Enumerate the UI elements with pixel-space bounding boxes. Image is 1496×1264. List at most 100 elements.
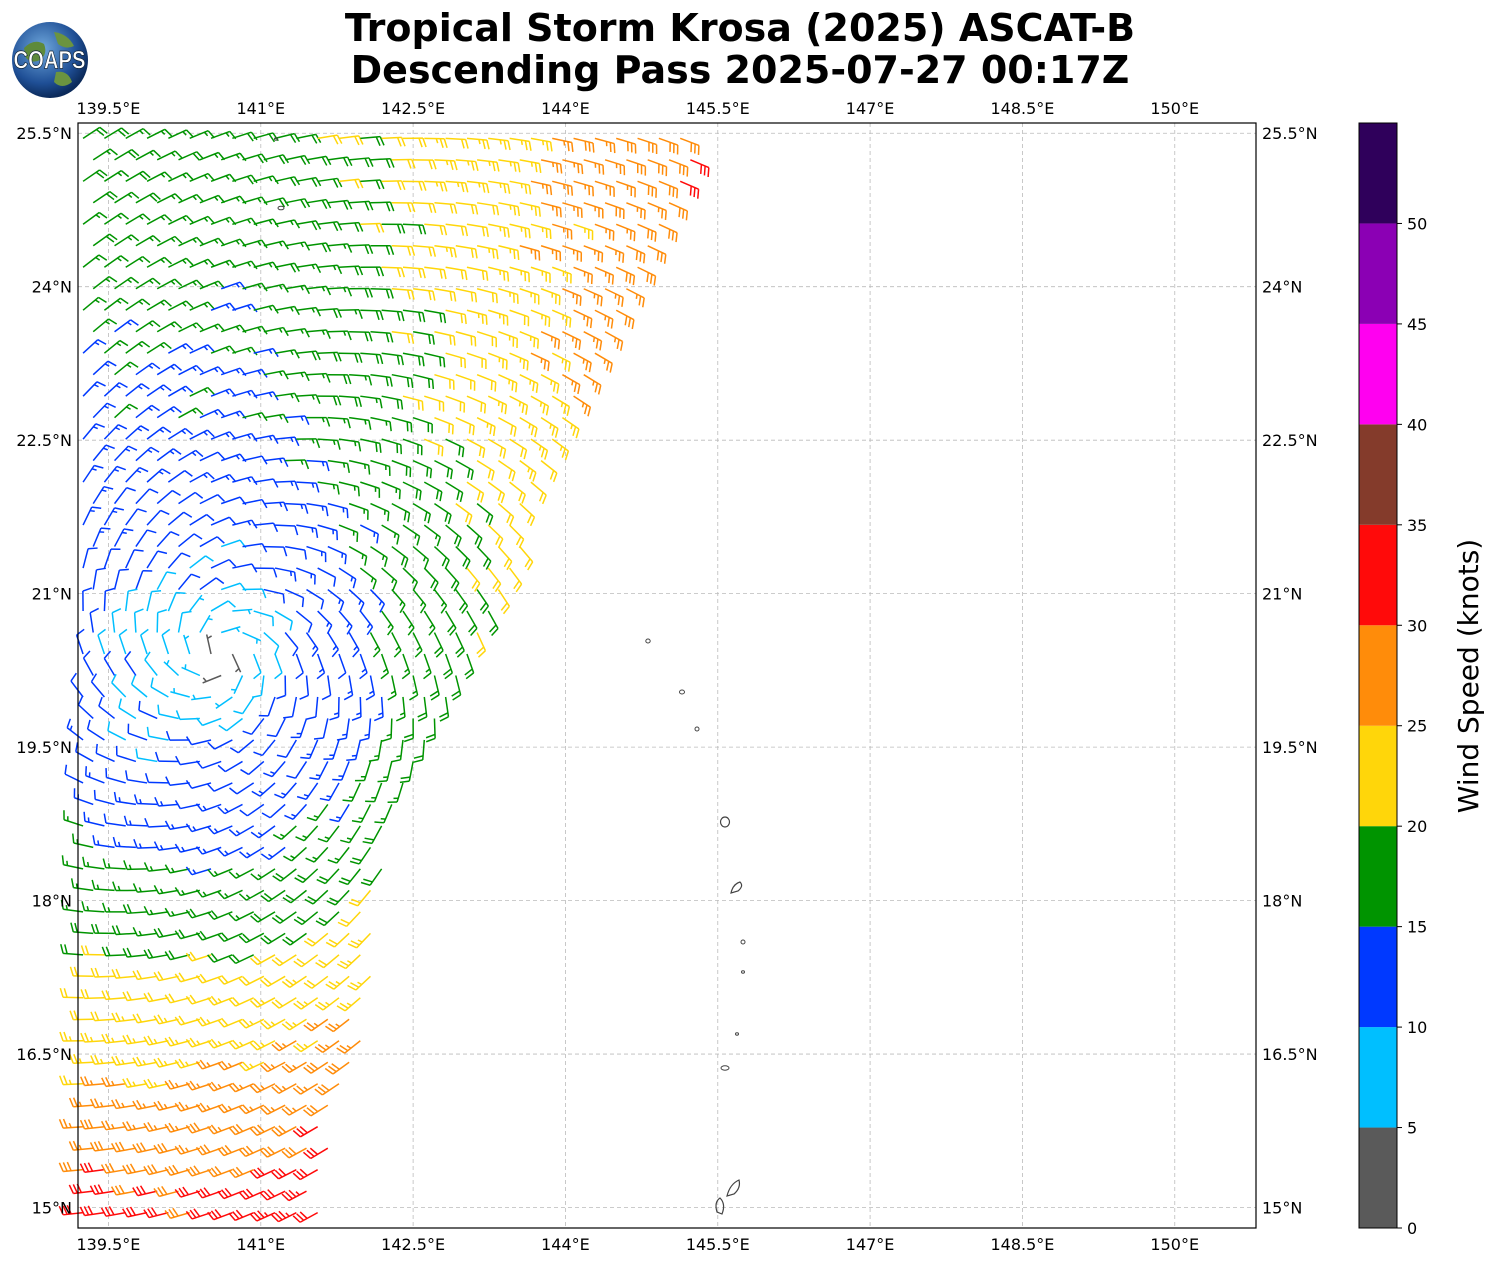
wind-barb: [332, 761, 350, 781]
lat-tick-label: 15°N: [32, 1199, 72, 1218]
wind-barb: [165, 730, 190, 741]
wind-barb: [315, 954, 340, 969]
wind-barb: [132, 1013, 158, 1024]
wind-barb: [434, 373, 455, 390]
wind-barb: [455, 546, 471, 570]
wind-barb: [82, 650, 94, 676]
wind-barb: [381, 567, 398, 591]
wind-barb: [232, 303, 258, 313]
wind-barb: [433, 632, 444, 658]
wind-barb: [231, 675, 244, 694]
wind-barb: [210, 130, 237, 140]
wind-barb: [207, 1038, 233, 1049]
wind-barb: [249, 1124, 276, 1137]
wind-barb: [466, 610, 478, 636]
wind-barb: [207, 1208, 233, 1221]
island: [740, 939, 746, 945]
wind-barb: [455, 503, 473, 525]
wind-barb: [228, 911, 255, 922]
wind-barb: [249, 1083, 276, 1094]
wind-barb: [306, 329, 331, 339]
wind-barb: [178, 533, 203, 548]
wind-barb: [101, 946, 126, 957]
wind-barb: [327, 846, 350, 864]
wind-barb: [402, 309, 426, 323]
wind-barb: [340, 825, 361, 844]
wind-barb: [519, 374, 539, 393]
wind-barb: [476, 589, 490, 615]
wind-barb: [64, 764, 84, 784]
wind-barb: [445, 309, 467, 325]
wind-barb: [178, 491, 204, 505]
lat-tick-label: 22.5°N: [1262, 431, 1318, 450]
wind-barb: [626, 288, 645, 308]
wind-barb: [135, 748, 158, 763]
wind-barb: [150, 677, 169, 698]
wind-barb: [487, 395, 508, 415]
wind-barb: [303, 1018, 329, 1032]
lon-tick-label: 148.5°E: [990, 99, 1054, 118]
wind-barb: [487, 438, 507, 459]
wind-barb: [189, 386, 215, 397]
wind-barb: [103, 813, 126, 827]
wind-barb: [260, 1061, 286, 1073]
wind-barb: [351, 804, 372, 823]
lon-tick-label: 147°E: [846, 1235, 895, 1254]
wind-barb: [552, 180, 574, 196]
wind-barb: [167, 427, 194, 440]
wind-barb: [365, 675, 376, 701]
wind-barb: [573, 309, 593, 329]
wind-barb: [240, 760, 265, 776]
wind-barb: [399, 761, 414, 784]
wind-barb: [327, 156, 353, 167]
wind-barb: [455, 159, 479, 171]
wind-barb: [82, 381, 106, 397]
wind-barb: [348, 545, 368, 566]
wind-barb: [285, 371, 310, 382]
wind-barb: [370, 459, 391, 476]
wind-barb: [79, 1205, 105, 1217]
wind-barb: [153, 1185, 179, 1198]
wind-barb: [238, 1018, 265, 1029]
wind-barb: [391, 202, 416, 213]
wind-barb: [317, 438, 341, 450]
wind-barb: [263, 283, 289, 293]
wind-barb: [189, 172, 215, 183]
wind-barb: [178, 279, 204, 290]
wind-barb: [232, 260, 258, 270]
wind-barb: [424, 266, 447, 280]
wind-barb: [199, 451, 226, 462]
wind-barb: [317, 395, 342, 406]
wind-barb: [242, 325, 268, 335]
wind-barb: [220, 410, 247, 420]
wind-barb: [409, 675, 419, 701]
wind-barb: [260, 1104, 286, 1115]
wind-barb: [391, 416, 413, 433]
wind-barb: [466, 481, 485, 503]
wind-barb: [306, 416, 331, 427]
wind-barb: [175, 755, 200, 766]
wind-barb: [189, 344, 215, 354]
wind-barb: [210, 388, 237, 397]
wind-barb: [250, 868, 276, 881]
wind-barb: [412, 330, 435, 345]
wind-barb: [338, 178, 364, 189]
wind-barb: [327, 545, 347, 565]
wind-barb: [157, 704, 179, 720]
island: [735, 1032, 739, 1036]
wind-barb: [261, 803, 286, 819]
wind-barb: [306, 285, 332, 296]
wind-barb: [562, 245, 583, 262]
wind-barb: [220, 539, 247, 549]
wind-barb: [337, 653, 347, 680]
wind-barb: [476, 460, 495, 481]
wind-barb: [573, 266, 593, 285]
lon-tick-label: 148.5°E: [990, 1235, 1054, 1254]
wind-barb: [135, 570, 153, 590]
wind-barb: [90, 1054, 115, 1065]
wind-barb: [292, 1211, 319, 1223]
wind-barb: [338, 309, 363, 319]
wind-barb: [615, 223, 636, 242]
wind-barb: [232, 608, 253, 615]
wind-barb: [114, 445, 138, 462]
